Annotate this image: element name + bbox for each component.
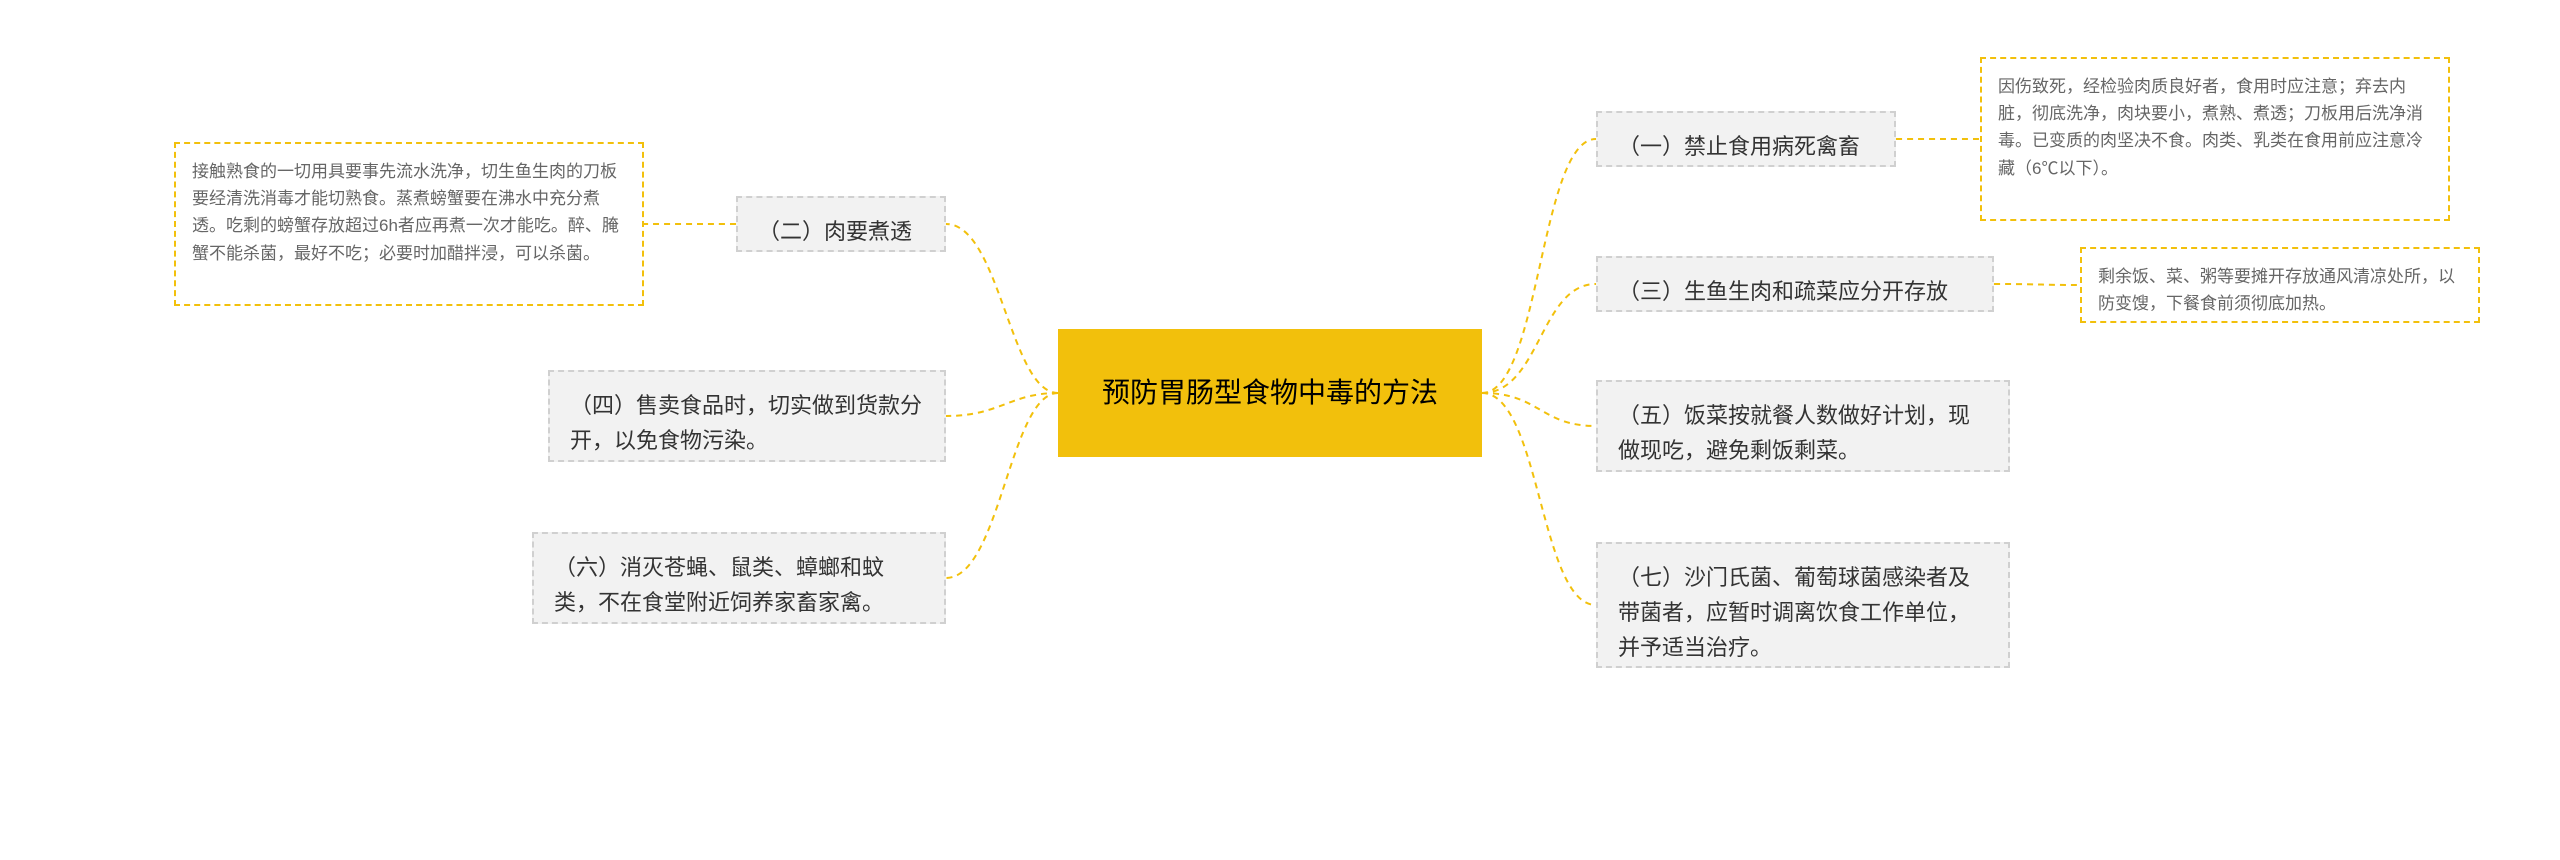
branch-label: （二）肉要煮透 bbox=[758, 219, 912, 244]
branch-label: （四）售卖食品时，切实做到货款分开，以免食物污染。 bbox=[570, 393, 922, 453]
branch-label: （五）饭菜按就餐人数做好计划，现做现吃，避免剩饭剩菜。 bbox=[1618, 403, 1970, 463]
branch-label: （六）消灭苍蝇、鼠类、蟑螂和蚊类，不在食堂附近饲养家畜家禽。 bbox=[554, 555, 884, 615]
branch-label: （三）生鱼生肉和疏菜应分开存放 bbox=[1618, 279, 1948, 304]
detail-text: 接触熟食的一切用具要事先流水洗净，切生鱼生肉的刀板要经清洗消毒才能切熟食。蒸煮螃… bbox=[192, 162, 619, 263]
detail-item-3: 剩余饭、菜、粥等要摊开存放通风清凉处所，以防变馊，下餐食前须彻底加热。 bbox=[2080, 247, 2480, 323]
branch-item-4: （四）售卖食品时，切实做到货款分开，以免食物污染。 bbox=[548, 370, 946, 462]
detail-text: 因伤致死，经检验肉质良好者，食用时应注意；弃去内脏，彻底洗净，肉块要小，煮熟、煮… bbox=[1998, 77, 2423, 178]
branch-item-2: （二）肉要煮透 bbox=[736, 196, 946, 252]
center-title: 预防胃肠型食物中毒的方法 bbox=[1102, 372, 1438, 414]
branch-item-3: （三）生鱼生肉和疏菜应分开存放 bbox=[1596, 256, 1994, 312]
detail-item-1: 因伤致死，经检验肉质良好者，食用时应注意；弃去内脏，彻底洗净，肉块要小，煮熟、煮… bbox=[1980, 57, 2450, 221]
branch-item-5: （五）饭菜按就餐人数做好计划，现做现吃，避免剩饭剩菜。 bbox=[1596, 380, 2010, 472]
center-node: 预防胃肠型食物中毒的方法 bbox=[1058, 329, 1482, 457]
branch-item-1: （一）禁止食用病死禽畜 bbox=[1596, 111, 1896, 167]
branch-item-7: （七）沙门氏菌、葡萄球菌感染者及带菌者，应暂时调离饮食工作单位，并予适当治疗。 bbox=[1596, 542, 2010, 668]
branch-label: （一）禁止食用病死禽畜 bbox=[1618, 134, 1860, 159]
detail-text: 剩余饭、菜、粥等要摊开存放通风清凉处所，以防变馊，下餐食前须彻底加热。 bbox=[2098, 267, 2455, 313]
branch-item-6: （六）消灭苍蝇、鼠类、蟑螂和蚊类，不在食堂附近饲养家畜家禽。 bbox=[532, 532, 946, 624]
branch-label: （七）沙门氏菌、葡萄球菌感染者及带菌者，应暂时调离饮食工作单位，并予适当治疗。 bbox=[1618, 565, 1970, 660]
detail-item-2: 接触熟食的一切用具要事先流水洗净，切生鱼生肉的刀板要经清洗消毒才能切熟食。蒸煮螃… bbox=[174, 142, 644, 306]
